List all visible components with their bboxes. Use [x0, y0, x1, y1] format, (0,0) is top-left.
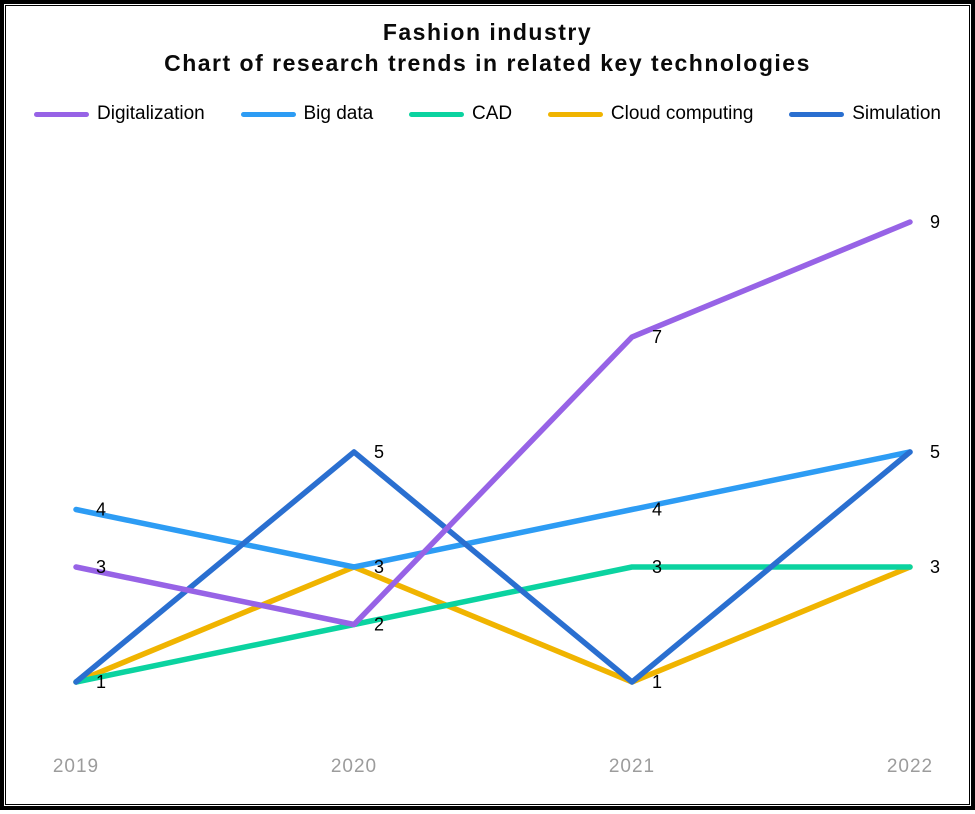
legend-swatch-cad: [409, 111, 464, 117]
x-tick-label-2021: 2021: [609, 756, 655, 777]
point-label: 3: [96, 557, 106, 577]
point-label: 1: [652, 672, 662, 692]
point-label: 4: [652, 500, 662, 520]
legend-swatch-digitalization: [34, 111, 89, 117]
legend-label-cad: CAD: [472, 103, 513, 124]
legend-item-big-data: Big data: [240, 103, 374, 125]
legend-item-digitalization: Digitalization: [34, 103, 205, 125]
line-chart: 3 4 1 2 3 5 7 4 3 1 9 5 3 2019 2020 2021 2022: [53, 212, 940, 777]
series-line-digitalization: [73, 219, 913, 628]
chart-title: Fashion industry Chart of research trend…: [4, 17, 971, 79]
point-label: 5: [374, 442, 384, 462]
x-tick-label-2020: 2020: [331, 756, 377, 777]
legend-item-cad: CAD: [409, 103, 512, 125]
point-label: 3: [374, 557, 384, 577]
legend-swatch-big-data: [240, 111, 296, 117]
point-label: 7: [652, 327, 662, 347]
legend-swatch-simulation: [789, 111, 845, 117]
point-label: 1: [96, 672, 106, 692]
series-line-big-data: [73, 449, 913, 570]
legend-label-big-data: Big data: [303, 103, 374, 124]
legend-item-simulation: Simulation: [789, 103, 941, 125]
series-line-simulation: [73, 449, 913, 685]
legend-swatch-cloud-computing: [547, 111, 603, 117]
point-label: 9: [930, 212, 940, 232]
point-label: 2: [374, 615, 384, 635]
chart-title-line2: Chart of research trends in related key …: [164, 50, 811, 76]
point-label: 5: [930, 442, 940, 462]
chart-title-line1: Fashion industry: [382, 19, 593, 45]
series-line-cloud-computing: [73, 564, 913, 685]
point-label: 3: [652, 557, 662, 577]
x-tick-label-2019: 2019: [53, 756, 99, 777]
point-label: 3: [930, 557, 940, 577]
x-tick-label-2022: 2022: [887, 756, 933, 777]
legend-label-digitalization: Digitalization: [97, 103, 205, 124]
legend-label-cloud-computing: Cloud computing: [610, 103, 754, 124]
point-label: 4: [96, 500, 106, 520]
legend-item-cloud-computing: Cloud computing: [547, 103, 754, 125]
legend-label-simulation: Simulation: [852, 103, 941, 124]
legend: Digitalization Big data CAD Cloud computing…: [4, 103, 971, 125]
